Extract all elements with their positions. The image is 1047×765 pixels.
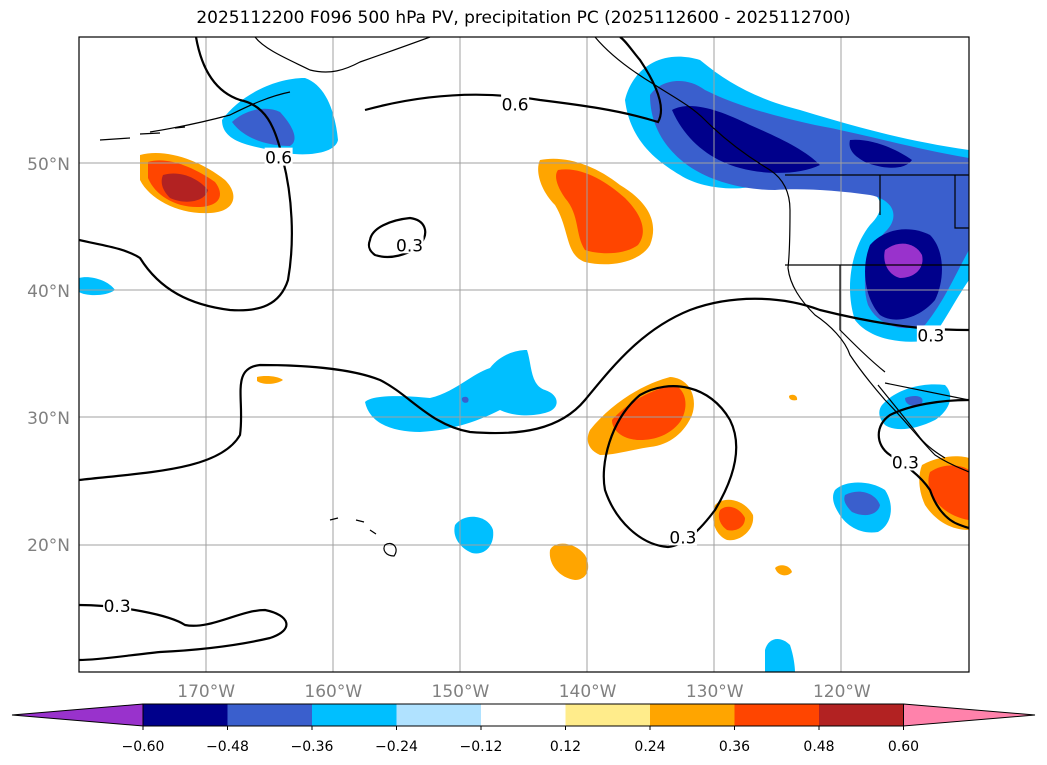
lat-tick-label: 20°N xyxy=(27,536,70,556)
colorbar-tick-label: 0.24 xyxy=(634,739,665,755)
colorbar-segment xyxy=(819,704,904,726)
pv-contour-0.3 xyxy=(79,297,969,482)
colorbar-extend-min xyxy=(11,703,144,727)
lat-tick-label: 40°N xyxy=(27,282,70,302)
precip-region-negative xyxy=(765,638,795,672)
pv-contour-0.3 xyxy=(602,385,738,549)
colorbar-segment xyxy=(312,704,397,726)
contour-label: 0.3 xyxy=(669,528,696,548)
contour-label-bg xyxy=(501,94,530,113)
contour-label-bg xyxy=(395,235,424,254)
colorbar-extend-max xyxy=(903,703,1036,727)
contour-label-bg xyxy=(103,595,132,614)
lon-tick-label: 140°W xyxy=(559,682,617,702)
colorbar-tick-label: −0.24 xyxy=(375,739,418,755)
colorbar-segment xyxy=(481,704,566,726)
map-title: 2025112200 F096 500 hPa PV, precipitatio… xyxy=(196,8,851,28)
contour-label-bg xyxy=(668,527,697,546)
lon-tick-label: 170°W xyxy=(177,682,235,702)
lat-tick-label: 50°N xyxy=(27,155,70,175)
precip-region-negative xyxy=(79,277,115,296)
precip-region-positive xyxy=(257,376,283,384)
colorbar-tick-label: 0.60 xyxy=(888,739,919,755)
colorbar-segment xyxy=(227,704,313,726)
lon-tick-label: 150°W xyxy=(432,682,490,702)
gridlines xyxy=(79,37,969,672)
contour-label: 0.6 xyxy=(502,95,529,115)
contour-label: 0.3 xyxy=(104,597,131,617)
contour-label: 0.6 xyxy=(265,149,292,169)
colorbar-segment xyxy=(396,704,482,726)
plot-frame xyxy=(78,36,970,673)
lon-tick-label: 130°W xyxy=(686,682,744,702)
lon-tick-label: 160°W xyxy=(304,682,362,702)
colorbar-tick-label: −0.60 xyxy=(122,739,165,755)
colorbar-segment xyxy=(734,704,820,726)
latitude-labels: 50°N 40°N 30°N 20°N xyxy=(27,155,70,556)
colorbar-tick-label: 0.48 xyxy=(803,739,834,755)
pv-contour-0.6 xyxy=(364,37,662,124)
colorbar-outline xyxy=(142,703,904,727)
lon-tick-label: 120°W xyxy=(813,682,871,702)
precip-region-negative xyxy=(454,516,494,554)
colorbar-tick-label: −0.48 xyxy=(206,739,249,755)
colorbar-tick-label: 0.36 xyxy=(719,739,750,755)
precip-region-positive xyxy=(789,394,798,401)
precip-region-positive xyxy=(775,565,792,576)
precip-region-positive xyxy=(549,543,589,580)
colorbar-segment xyxy=(143,704,228,726)
contour-label-bg xyxy=(891,452,920,471)
colorbar: −0.60 −0.48 −0.36 −0.24 −0.12 0.12 0.24 0.36 0.4… xyxy=(11,703,1036,755)
colorbar-tick-label: 0.12 xyxy=(550,739,581,755)
colorbar-segment xyxy=(650,704,735,726)
contour-labels: 0.6 0.6 0.3 0.3 0.3 0.3 0.3 xyxy=(103,94,945,617)
pv-contours xyxy=(79,37,969,662)
precip-shading xyxy=(79,56,969,672)
colorbar-tick-label: −0.12 xyxy=(460,739,503,755)
colorbar-segment xyxy=(565,704,651,726)
pv-contour-0.3 xyxy=(79,603,288,662)
colorbar-tick-label: −0.36 xyxy=(291,739,334,755)
pv-contour-0.6 xyxy=(79,37,293,312)
precip-region-negative xyxy=(365,350,557,432)
contour-label-bg xyxy=(916,325,945,344)
longitude-labels: 170°W 160°W 150°W 140°W 130°W 120°W xyxy=(177,682,871,702)
contour-label: 0.3 xyxy=(396,236,423,256)
coastlines xyxy=(99,37,969,557)
contour-label-bg xyxy=(264,147,293,166)
contour-label: 0.3 xyxy=(917,326,944,346)
contour-label: 0.3 xyxy=(892,453,919,473)
lat-tick-label: 30°N xyxy=(27,409,70,429)
